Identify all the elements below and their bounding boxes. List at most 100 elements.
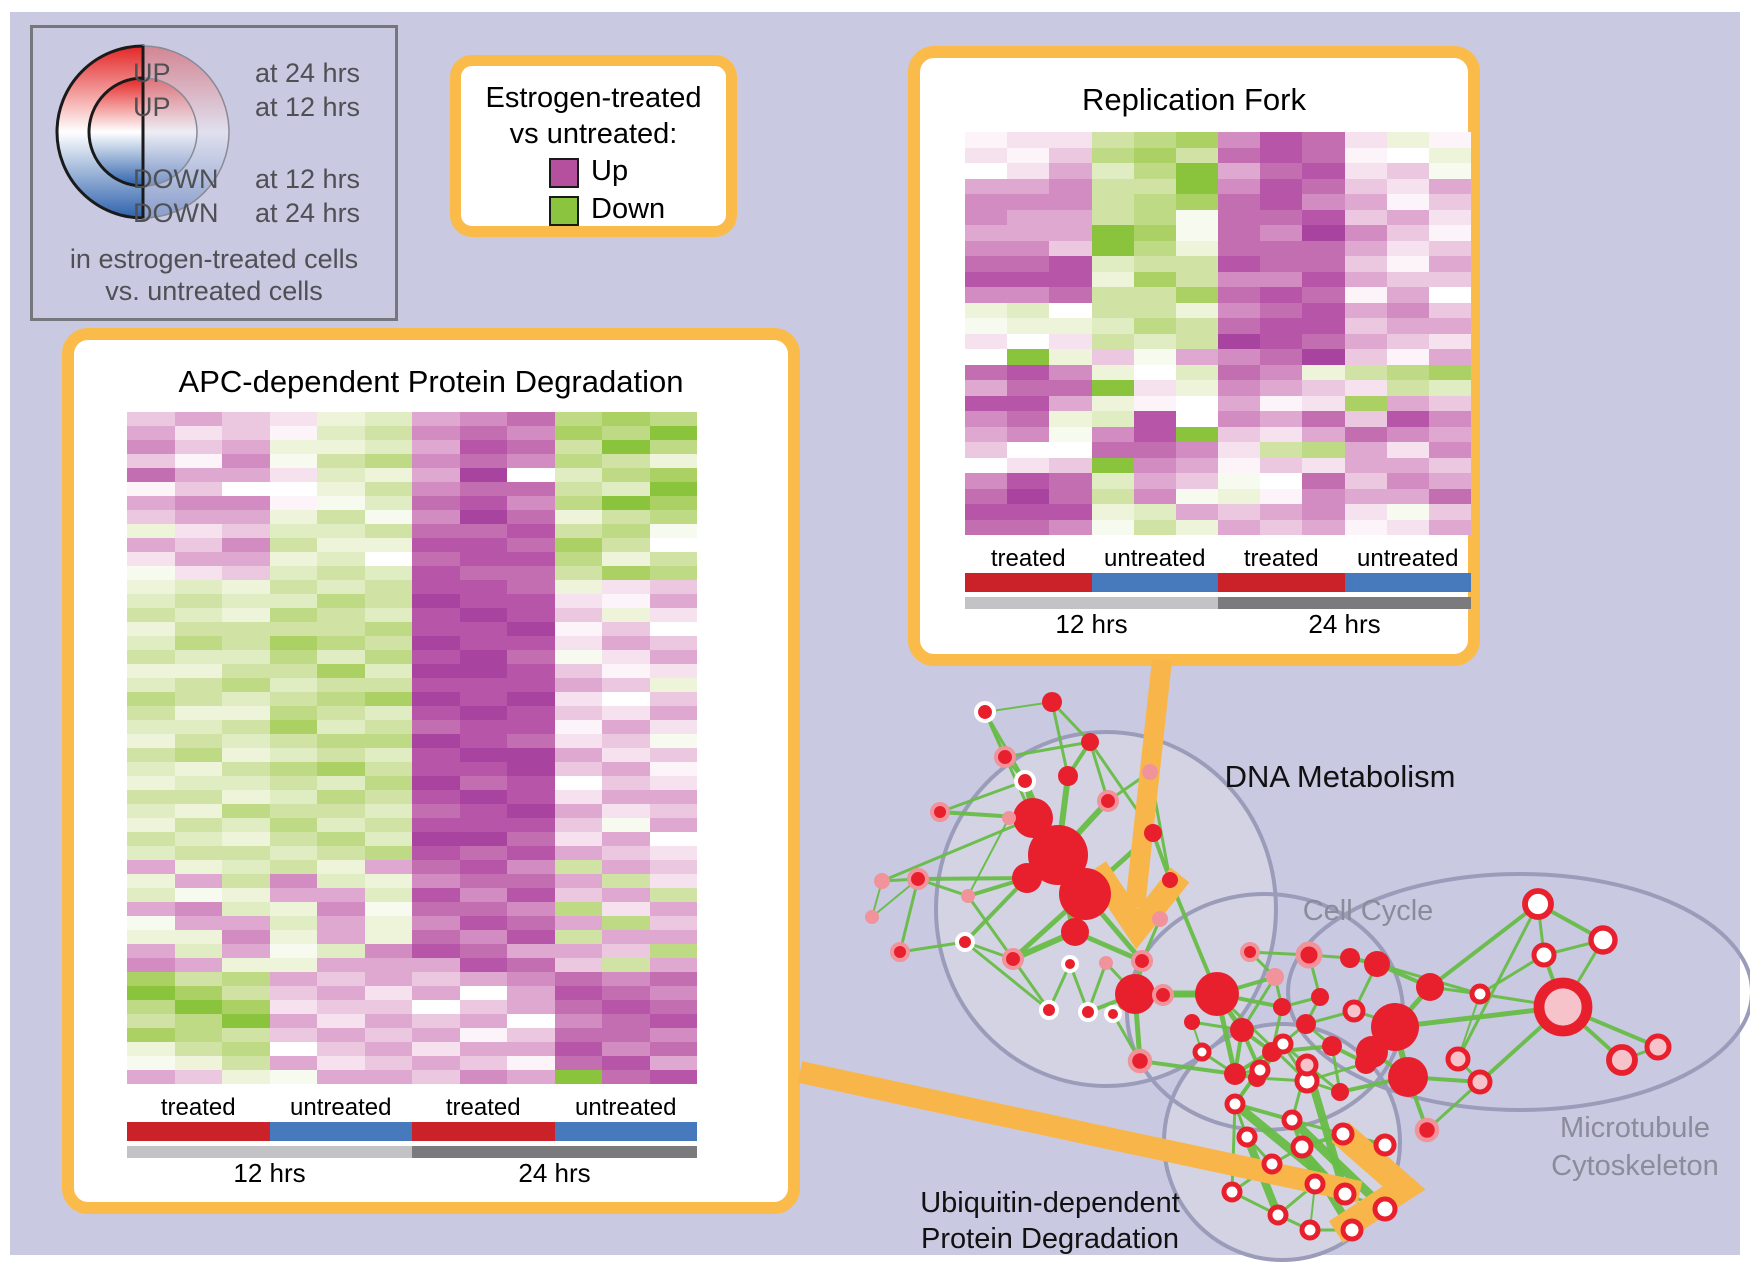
heatmap-cell [602, 524, 650, 538]
heatmap-cell [602, 412, 650, 426]
heatmap-cell [649, 1070, 697, 1084]
heatmap-cell [1007, 364, 1050, 380]
heatmap-cell [507, 1000, 555, 1014]
heatmap-cell [459, 482, 507, 496]
heatmap-cell [222, 524, 270, 538]
heatmap-cell [1218, 380, 1261, 396]
network-edge [1234, 1072, 1258, 1080]
network-edge [939, 779, 1026, 814]
heatmap-cell [459, 734, 507, 748]
network-edge [1232, 1100, 1348, 1198]
heatmap-cell [1428, 271, 1471, 287]
heatmap-cell [459, 846, 507, 860]
heatmap-cell [269, 1042, 317, 1056]
heatmap-cell [507, 748, 555, 762]
heatmap-cell [317, 958, 365, 972]
heatmap-cell [1175, 473, 1218, 489]
heatmap-cell [1428, 488, 1471, 504]
heatmap-cell [1302, 457, 1345, 473]
network-edge [1148, 771, 1172, 881]
heatmap-cell [507, 804, 555, 818]
heatmap-cell [602, 482, 650, 496]
network-edge [1282, 1042, 1308, 1067]
heatmap-cell [1007, 426, 1050, 442]
heatmap-cell [602, 678, 650, 692]
heatmap-cell [364, 734, 412, 748]
heatmap-cell [222, 762, 270, 776]
network-node-pink [961, 889, 975, 903]
heatmap-cell [507, 538, 555, 552]
heatmap-cell [459, 1070, 507, 1084]
network-node-wr [1236, 1126, 1258, 1148]
network-node-wr [1522, 888, 1554, 920]
heatmap-cell [1386, 473, 1429, 489]
network-edge [1104, 961, 1137, 996]
heatmap-cell [364, 622, 412, 636]
heatmap-cell [269, 1056, 317, 1070]
ring-legend-up24-time: at 24 hrs [255, 58, 361, 88]
network-edge [1231, 1190, 1279, 1217]
timepoint-label: 24 hrs [1308, 609, 1381, 639]
heatmap-cell [127, 650, 175, 664]
heatmap-cell [965, 178, 1008, 194]
network-edge [1083, 892, 1144, 963]
heatmap-cell [1091, 147, 1134, 163]
network-edge [1376, 962, 1481, 996]
network-edge [984, 701, 1053, 713]
heatmap-cell [174, 566, 222, 580]
apc-to-ubiquitin-arrow-head [1328, 1122, 1426, 1243]
network-edge [1300, 1145, 1347, 1196]
heatmap-cell [602, 1042, 650, 1056]
heatmap-cell [317, 944, 365, 958]
heatmap-cell [412, 930, 460, 944]
heatmap-cell [222, 468, 270, 482]
heatmap-cell [554, 1014, 602, 1028]
heatmap-cell [649, 1028, 697, 1042]
heatmap-cell [1302, 132, 1345, 148]
heatmap-cell [174, 818, 222, 832]
heatmap-cell [127, 678, 175, 692]
heatmap-cell [127, 692, 175, 706]
heatmap-cell [127, 636, 175, 650]
heatmap-cell [174, 1042, 222, 1056]
treatment-bar-segment [1344, 573, 1471, 592]
heatmap-cell [459, 426, 507, 440]
heatmap-cell [317, 1000, 365, 1014]
heatmap-cell [127, 566, 175, 580]
heatmap-cell [412, 1014, 460, 1028]
heatmap-cell [412, 1028, 460, 1042]
heatmap-cell [649, 1014, 697, 1028]
heatmap-cell [459, 622, 507, 636]
heatmap-cell [1260, 302, 1303, 318]
heatmap-cell [1133, 473, 1176, 489]
heatmap-cell [174, 650, 222, 664]
heatmap-cell [1133, 178, 1176, 194]
heatmap-cell [364, 790, 412, 804]
heatmap-cell [507, 566, 555, 580]
heatmap-cell [1386, 519, 1429, 535]
network-edge [1394, 1004, 1564, 1030]
ring-gradient-glyph [55, 44, 230, 220]
heatmap-cell [364, 986, 412, 1000]
heatmap-cell [649, 790, 697, 804]
heatmap-cell [1218, 457, 1261, 473]
heatmap-cell [269, 678, 317, 692]
network-node-rw [1104, 1005, 1122, 1023]
heatmap-cell [222, 1056, 270, 1070]
heatmap-cell [1175, 395, 1218, 411]
heatmap-cell [269, 552, 317, 566]
treatment-group-label: treated [445, 1094, 521, 1121]
heatmap-cell [412, 412, 460, 426]
heatmap-cell [1386, 240, 1429, 256]
network-edge [1305, 1022, 1333, 1048]
heatmap-cell [649, 1000, 697, 1014]
heatmap-cell [1091, 395, 1134, 411]
network-node-solid [1355, 1052, 1377, 1074]
heatmap-cell [364, 566, 412, 580]
heatmap-cell [507, 1014, 555, 1028]
heatmap-cell [317, 1056, 365, 1070]
network-edge [1271, 1022, 1307, 1054]
network-edge [1234, 1102, 1293, 1122]
heatmap-cell [1175, 178, 1218, 194]
heatmap-cell [459, 650, 507, 664]
